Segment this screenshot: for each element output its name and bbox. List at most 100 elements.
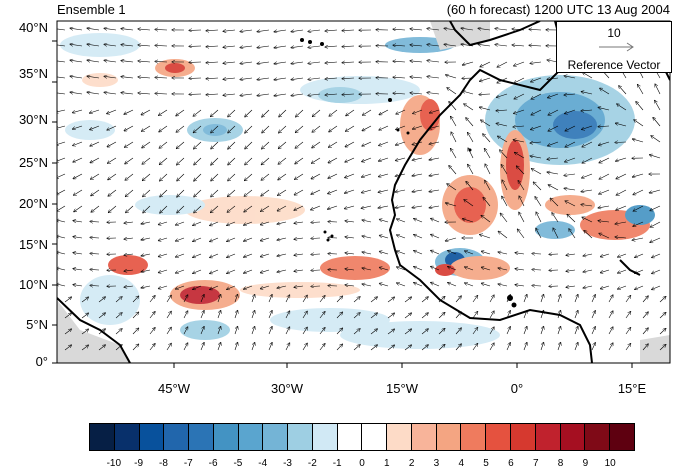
wind-vector bbox=[124, 254, 134, 255]
wind-vector bbox=[451, 116, 457, 127]
wind-vector bbox=[294, 238, 304, 239]
wind-vector bbox=[395, 190, 406, 192]
wind-vector bbox=[600, 253, 610, 257]
colorbar-box bbox=[436, 424, 462, 450]
wind-vector bbox=[431, 219, 440, 223]
wind-vector bbox=[635, 253, 644, 257]
wind-vector bbox=[632, 173, 644, 177]
wind-vector bbox=[183, 327, 188, 335]
wind-vector bbox=[531, 77, 542, 82]
wind-vector bbox=[234, 310, 238, 319]
wind-vector bbox=[57, 189, 66, 195]
wind-vector bbox=[160, 173, 168, 181]
wind-vector bbox=[552, 213, 559, 223]
wind-vector bbox=[598, 107, 610, 111]
wind-vector bbox=[519, 212, 525, 223]
wind-vector bbox=[362, 173, 372, 177]
wind-vector bbox=[344, 205, 355, 209]
colorbar-label: -10 bbox=[106, 458, 122, 469]
wind-vector bbox=[311, 270, 321, 271]
wind-vector bbox=[345, 221, 355, 222]
wind-vector bbox=[177, 205, 185, 213]
wind-vector bbox=[642, 312, 648, 319]
lon-label-0: 0° bbox=[510, 381, 524, 396]
wind-vector bbox=[90, 125, 100, 130]
wind-vector bbox=[393, 61, 406, 62]
wind-vector bbox=[506, 327, 510, 335]
wind-vector bbox=[296, 109, 304, 117]
wind-vector bbox=[342, 78, 355, 79]
wind-vector bbox=[519, 196, 525, 207]
wind-vector bbox=[427, 45, 440, 47]
wind-vector bbox=[87, 60, 100, 62]
wind-vector bbox=[362, 157, 372, 162]
wind-vector bbox=[429, 206, 440, 208]
wind-vector bbox=[206, 78, 219, 79]
wind-vector bbox=[379, 267, 389, 271]
wind-vector bbox=[421, 313, 428, 319]
wind-vector bbox=[57, 28, 66, 31]
wind-vector bbox=[342, 30, 355, 31]
wind-vector bbox=[245, 109, 253, 117]
wind-vector bbox=[483, 134, 491, 143]
colorbar-box bbox=[511, 424, 536, 450]
wind-vector bbox=[285, 327, 290, 335]
wind-vector bbox=[449, 102, 457, 111]
colorbar-box bbox=[387, 424, 412, 450]
wind-vector bbox=[308, 30, 321, 32]
wind-vector bbox=[245, 141, 253, 149]
wind-vector bbox=[600, 269, 610, 273]
wind-vector bbox=[211, 109, 219, 117]
wind-vector bbox=[448, 283, 457, 287]
wind-vector bbox=[74, 205, 83, 212]
wind-vector bbox=[291, 94, 304, 96]
wind-vector bbox=[138, 77, 151, 78]
wind-vector bbox=[652, 285, 661, 290]
colorbar-box bbox=[90, 424, 115, 450]
wind-vector bbox=[64, 297, 71, 303]
wind-vector bbox=[447, 184, 457, 191]
wind-vector bbox=[387, 345, 394, 351]
wind-vector bbox=[530, 142, 542, 143]
wind-vector bbox=[244, 205, 253, 212]
wind-vector bbox=[228, 189, 236, 197]
wind-vector bbox=[427, 61, 440, 63]
wind-vector bbox=[638, 85, 644, 95]
wind-vector bbox=[616, 189, 627, 195]
wind-vector bbox=[308, 46, 321, 48]
wind-vector bbox=[73, 157, 83, 162]
wind-vector bbox=[176, 141, 185, 149]
wind-vector bbox=[245, 125, 253, 133]
wind-vector bbox=[650, 237, 661, 242]
wind-vector bbox=[291, 46, 304, 48]
wind-vector bbox=[431, 251, 440, 255]
wind-vector bbox=[295, 141, 304, 148]
wind-vector bbox=[57, 220, 66, 222]
wind-vector bbox=[650, 205, 661, 211]
wind-vector bbox=[393, 29, 406, 30]
wind-vector bbox=[176, 253, 185, 257]
wind-vector bbox=[311, 173, 321, 179]
wind-vector bbox=[582, 141, 593, 147]
wind-vector bbox=[72, 109, 83, 113]
colorbar-label: 1 bbox=[384, 458, 390, 469]
wind-vector bbox=[149, 328, 155, 335]
wind-vector bbox=[395, 157, 406, 161]
wind-vector bbox=[553, 228, 559, 239]
wind-vector bbox=[346, 109, 355, 116]
wind-vector bbox=[227, 221, 236, 225]
wind-vector bbox=[155, 29, 168, 30]
wind-vector bbox=[618, 269, 627, 273]
colorbar-box bbox=[362, 424, 388, 450]
wind-vector bbox=[557, 326, 561, 335]
figure-title-left: Ensemble 1 bbox=[57, 2, 126, 17]
wind-vector bbox=[429, 190, 440, 192]
colorbar-box bbox=[560, 424, 586, 450]
wind-vector bbox=[413, 125, 423, 129]
wind-vector bbox=[438, 313, 445, 319]
wind-vector bbox=[574, 327, 578, 335]
wind-vector bbox=[583, 270, 593, 272]
wind-vector bbox=[277, 222, 287, 224]
wind-vector bbox=[176, 237, 185, 241]
wind-vector bbox=[583, 72, 593, 79]
